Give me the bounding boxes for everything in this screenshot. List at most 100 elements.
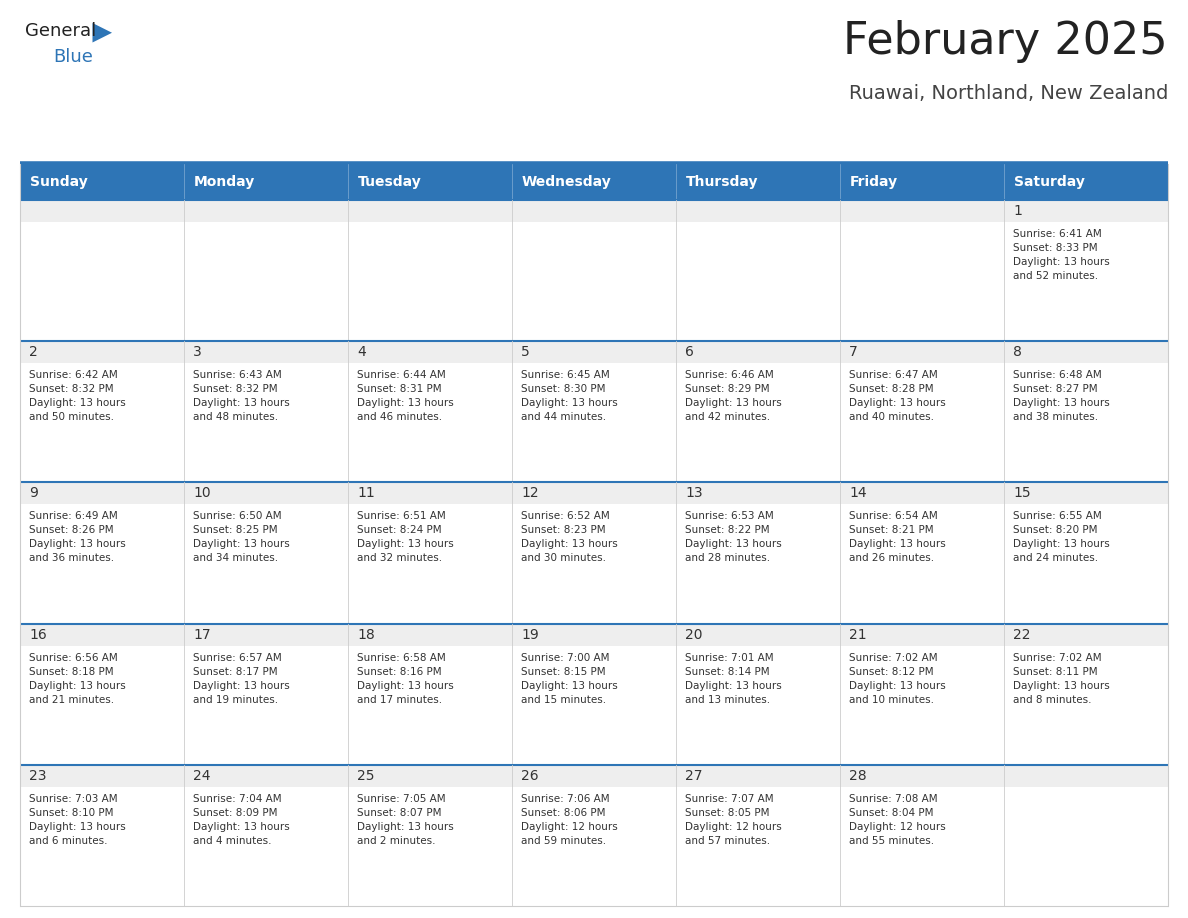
Text: Sunrise: 7:00 AM
Sunset: 8:15 PM
Daylight: 13 hours
and 15 minutes.: Sunrise: 7:00 AM Sunset: 8:15 PM Dayligh… [522,653,618,705]
Text: 20: 20 [685,628,702,642]
Bar [512,623,676,765]
Bar [348,164,512,200]
Bar [184,200,348,222]
Text: General: General [25,22,96,40]
Bar [1004,765,1168,906]
Text: 13: 13 [685,487,702,500]
Bar [184,341,348,482]
Text: 16: 16 [29,628,46,642]
Bar [20,164,184,200]
Bar [676,164,840,200]
Text: Sunrise: 7:06 AM
Sunset: 8:06 PM
Daylight: 12 hours
and 59 minutes.: Sunrise: 7:06 AM Sunset: 8:06 PM Dayligh… [522,794,618,845]
Text: Sunrise: 6:48 AM
Sunset: 8:27 PM
Daylight: 13 hours
and 38 minutes.: Sunrise: 6:48 AM Sunset: 8:27 PM Dayligh… [1013,370,1110,422]
Bar [20,765,184,906]
Text: 19: 19 [522,628,538,642]
Bar [840,200,1004,341]
Bar [840,341,1004,364]
Bar [676,482,840,623]
Bar [20,200,184,341]
Bar [840,765,1004,906]
Bar [348,200,512,341]
Text: 9: 9 [29,487,38,500]
Bar [184,341,348,364]
Text: 22: 22 [1013,628,1030,642]
Text: 21: 21 [849,628,866,642]
Bar [676,200,840,222]
Text: 26: 26 [522,768,538,783]
Bar [676,341,840,482]
Text: 7: 7 [849,345,858,359]
Bar [512,482,676,504]
Bar [348,482,512,623]
Bar [1004,341,1168,364]
Bar [20,341,184,364]
Bar [20,623,184,645]
Bar [676,623,840,645]
Text: 23: 23 [29,768,46,783]
Text: Sunrise: 6:43 AM
Sunset: 8:32 PM
Daylight: 13 hours
and 48 minutes.: Sunrise: 6:43 AM Sunset: 8:32 PM Dayligh… [192,370,290,422]
Text: Sunrise: 6:41 AM
Sunset: 8:33 PM
Daylight: 13 hours
and 52 minutes.: Sunrise: 6:41 AM Sunset: 8:33 PM Dayligh… [1013,229,1110,281]
Bar [1004,623,1168,765]
Text: Sunrise: 6:52 AM
Sunset: 8:23 PM
Daylight: 13 hours
and 30 minutes.: Sunrise: 6:52 AM Sunset: 8:23 PM Dayligh… [522,511,618,564]
Bar [676,765,840,787]
Text: Sunrise: 6:46 AM
Sunset: 8:29 PM
Daylight: 13 hours
and 42 minutes.: Sunrise: 6:46 AM Sunset: 8:29 PM Dayligh… [685,370,782,422]
Text: 8: 8 [1013,345,1022,359]
Bar [512,341,676,482]
Bar [676,482,840,504]
Text: 2: 2 [29,345,38,359]
Bar [676,341,840,364]
Text: Sunrise: 6:51 AM
Sunset: 8:24 PM
Daylight: 13 hours
and 32 minutes.: Sunrise: 6:51 AM Sunset: 8:24 PM Dayligh… [358,511,454,564]
Bar [348,341,512,482]
Text: 24: 24 [192,768,210,783]
Bar [1004,623,1168,645]
Bar [840,623,1004,645]
Text: Sunrise: 6:58 AM
Sunset: 8:16 PM
Daylight: 13 hours
and 17 minutes.: Sunrise: 6:58 AM Sunset: 8:16 PM Dayligh… [358,653,454,705]
Bar [348,623,512,765]
Text: Sunrise: 6:53 AM
Sunset: 8:22 PM
Daylight: 13 hours
and 28 minutes.: Sunrise: 6:53 AM Sunset: 8:22 PM Dayligh… [685,511,782,564]
Text: Wednesday: Wednesday [522,175,612,189]
Text: 27: 27 [685,768,702,783]
Text: Ruawai, Northland, New Zealand: Ruawai, Northland, New Zealand [848,84,1168,103]
Text: 25: 25 [358,768,374,783]
Text: Sunrise: 6:56 AM
Sunset: 8:18 PM
Daylight: 13 hours
and 21 minutes.: Sunrise: 6:56 AM Sunset: 8:18 PM Dayligh… [29,653,126,705]
Bar [348,765,512,787]
Text: 10: 10 [192,487,210,500]
Bar [184,164,348,200]
Bar [1004,765,1168,787]
Text: Sunrise: 6:44 AM
Sunset: 8:31 PM
Daylight: 13 hours
and 46 minutes.: Sunrise: 6:44 AM Sunset: 8:31 PM Dayligh… [358,370,454,422]
Bar [512,765,676,787]
Bar [20,765,184,787]
Bar [512,200,676,222]
Bar [184,482,348,504]
Bar [512,482,676,623]
Bar [676,200,840,341]
Bar [840,482,1004,504]
Text: 15: 15 [1013,487,1031,500]
Bar [348,341,512,364]
Bar [1004,164,1168,200]
Bar [1004,341,1168,482]
Bar [512,341,676,364]
Text: Sunrise: 6:57 AM
Sunset: 8:17 PM
Daylight: 13 hours
and 19 minutes.: Sunrise: 6:57 AM Sunset: 8:17 PM Dayligh… [192,653,290,705]
Text: Sunrise: 6:54 AM
Sunset: 8:21 PM
Daylight: 13 hours
and 26 minutes.: Sunrise: 6:54 AM Sunset: 8:21 PM Dayligh… [849,511,946,564]
Bar [20,200,184,222]
Bar [20,341,184,482]
Text: 12: 12 [522,487,538,500]
Bar [1004,482,1168,504]
Bar [840,623,1004,765]
Text: Sunrise: 7:05 AM
Sunset: 8:07 PM
Daylight: 13 hours
and 2 minutes.: Sunrise: 7:05 AM Sunset: 8:07 PM Dayligh… [358,794,454,845]
Text: Sunrise: 7:04 AM
Sunset: 8:09 PM
Daylight: 13 hours
and 4 minutes.: Sunrise: 7:04 AM Sunset: 8:09 PM Dayligh… [192,794,290,845]
Text: Sunrise: 6:47 AM
Sunset: 8:28 PM
Daylight: 13 hours
and 40 minutes.: Sunrise: 6:47 AM Sunset: 8:28 PM Dayligh… [849,370,946,422]
Bar [20,482,184,504]
Bar [1004,200,1168,222]
Text: 4: 4 [358,345,366,359]
Text: Sunrise: 7:02 AM
Sunset: 8:11 PM
Daylight: 13 hours
and 8 minutes.: Sunrise: 7:02 AM Sunset: 8:11 PM Dayligh… [1013,653,1110,705]
Text: 6: 6 [685,345,694,359]
Bar [1004,200,1168,341]
Text: 17: 17 [192,628,210,642]
Text: Sunrise: 6:55 AM
Sunset: 8:20 PM
Daylight: 13 hours
and 24 minutes.: Sunrise: 6:55 AM Sunset: 8:20 PM Dayligh… [1013,511,1110,564]
Text: Sunrise: 6:49 AM
Sunset: 8:26 PM
Daylight: 13 hours
and 36 minutes.: Sunrise: 6:49 AM Sunset: 8:26 PM Dayligh… [29,511,126,564]
Text: 1: 1 [1013,204,1022,218]
Bar [20,623,184,765]
Text: Sunrise: 7:02 AM
Sunset: 8:12 PM
Daylight: 13 hours
and 10 minutes.: Sunrise: 7:02 AM Sunset: 8:12 PM Dayligh… [849,653,946,705]
